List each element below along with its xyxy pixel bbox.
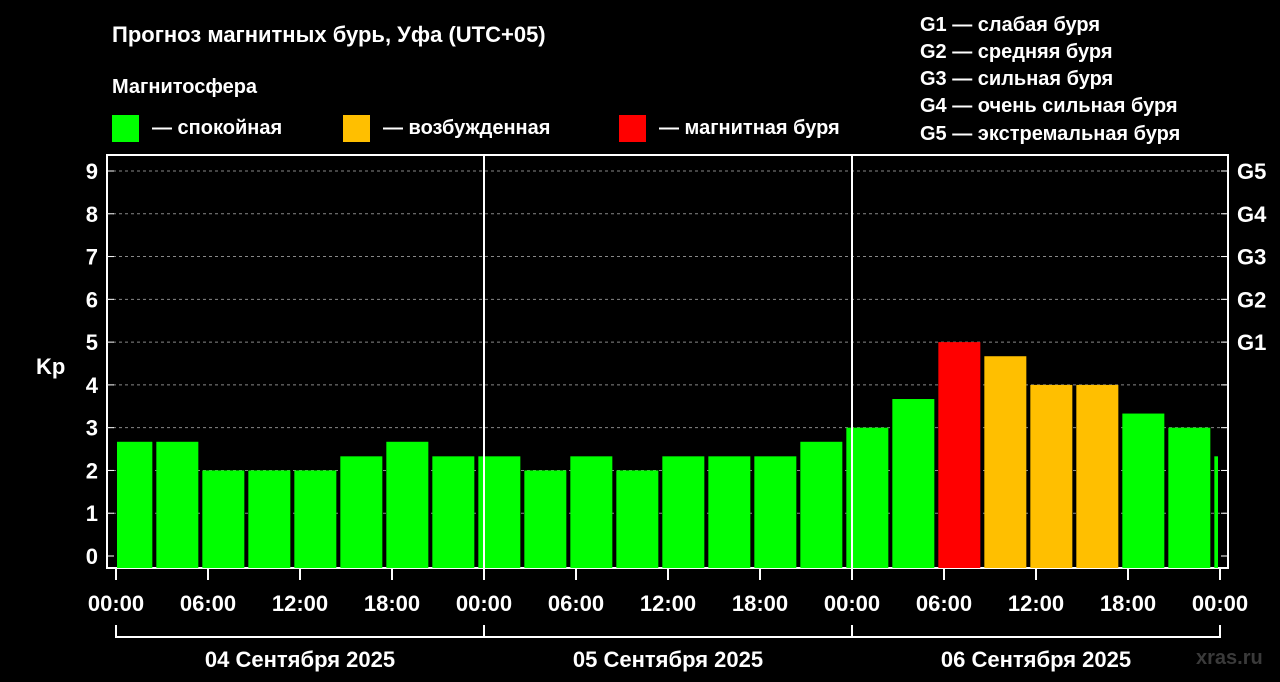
gscale-g3: G3 — сильная буря	[920, 68, 1113, 90]
plot-area: 0 1 2 3 4 5 6 7 8 9 G1 G2 G3 G4 G5 00:00 06:00 12:00 18:00…	[86, 154, 1267, 672]
legend-swatch-storm	[619, 115, 646, 142]
x-tick-label: 00:00	[456, 591, 512, 616]
kp-bar	[478, 456, 521, 568]
x-tick-label: 12:00	[1008, 591, 1064, 616]
g-level-label: G4	[1237, 202, 1267, 227]
gscale-g1: G1 — слабая буря	[920, 14, 1100, 36]
chart-title: Прогноз магнитных бурь, Уфа (UTC+05)	[112, 22, 546, 47]
y-tick-label: 9	[86, 159, 98, 184]
kp-bar	[432, 456, 475, 568]
kp-bar	[524, 470, 567, 568]
watermark: xras.ru	[1196, 647, 1263, 669]
kp-bar	[248, 470, 291, 568]
kp-bar	[202, 470, 245, 568]
kp-bar	[570, 456, 613, 568]
kp-bar	[156, 441, 199, 568]
x-tick-label: 12:00	[272, 591, 328, 616]
y-tick-label: 2	[86, 458, 98, 483]
x-tick-label: 06:00	[916, 591, 972, 616]
kp-bar	[616, 470, 659, 568]
y-tick-label: 6	[86, 287, 98, 312]
g-level-label: G2	[1237, 287, 1266, 312]
gscale-g4: G4 — очень сильная буря	[920, 95, 1178, 117]
y-tick-label: 8	[86, 202, 98, 227]
kp-bar	[708, 456, 751, 568]
x-tick-label: 18:00	[732, 591, 788, 616]
kp-bar	[892, 399, 935, 568]
kp-bar	[340, 456, 383, 568]
kp-bar	[1076, 384, 1119, 568]
kp-bar	[117, 441, 153, 568]
y-tick-label: 0	[86, 544, 98, 569]
kp-bar	[984, 356, 1027, 568]
legend-swatch-quiet	[112, 115, 139, 142]
y-tick-label: 4	[86, 373, 99, 398]
x-tick-label: 06:00	[180, 591, 236, 616]
legend-label-quiet: — спокойная	[152, 117, 282, 139]
g-level-label: G1	[1237, 330, 1266, 355]
x-tick-label: 00:00	[88, 591, 144, 616]
kp-bar	[846, 427, 889, 568]
x-tick-label: 12:00	[640, 591, 696, 616]
y-tick-label: 1	[86, 501, 98, 526]
kp-bar	[938, 342, 981, 568]
gscale-g5: G5 — экстремальная буря	[920, 123, 1180, 145]
day-label: 06 Сентября 2025	[941, 647, 1131, 672]
legend-label-active: — возбужденная	[383, 117, 550, 139]
legend-label-storm: — магнитная буря	[659, 117, 840, 139]
gscale-g2: G2 — средняя буря	[920, 41, 1113, 63]
day-label: 05 Сентября 2025	[573, 647, 763, 672]
y-axis-label: Kp	[36, 354, 65, 379]
kp-bar	[1030, 384, 1073, 568]
x-tick-label: 06:00	[548, 591, 604, 616]
y-tick-label: 3	[86, 416, 98, 441]
x-tick-label: 18:00	[364, 591, 420, 616]
y-tick-label: 5	[86, 330, 98, 355]
kp-bar	[754, 456, 797, 568]
g-level-label: G5	[1237, 159, 1266, 184]
day-label: 04 Сентября 2025	[205, 647, 395, 672]
kp-bar	[386, 441, 429, 568]
kp-bar	[1214, 456, 1218, 568]
y-tick-label: 7	[86, 245, 98, 270]
x-tick-label: 00:00	[824, 591, 880, 616]
kp-bar	[662, 456, 705, 568]
kp-bar	[1122, 413, 1165, 568]
kp-bar	[1168, 427, 1211, 568]
g-level-label: G3	[1237, 245, 1266, 270]
x-tick-label: 00:00	[1192, 591, 1248, 616]
legend-heading: Магнитосфера	[112, 76, 258, 98]
kp-bar	[294, 470, 337, 568]
x-tick-label: 18:00	[1100, 591, 1156, 616]
legend-swatch-active	[343, 115, 370, 142]
kp-bar	[800, 441, 843, 568]
